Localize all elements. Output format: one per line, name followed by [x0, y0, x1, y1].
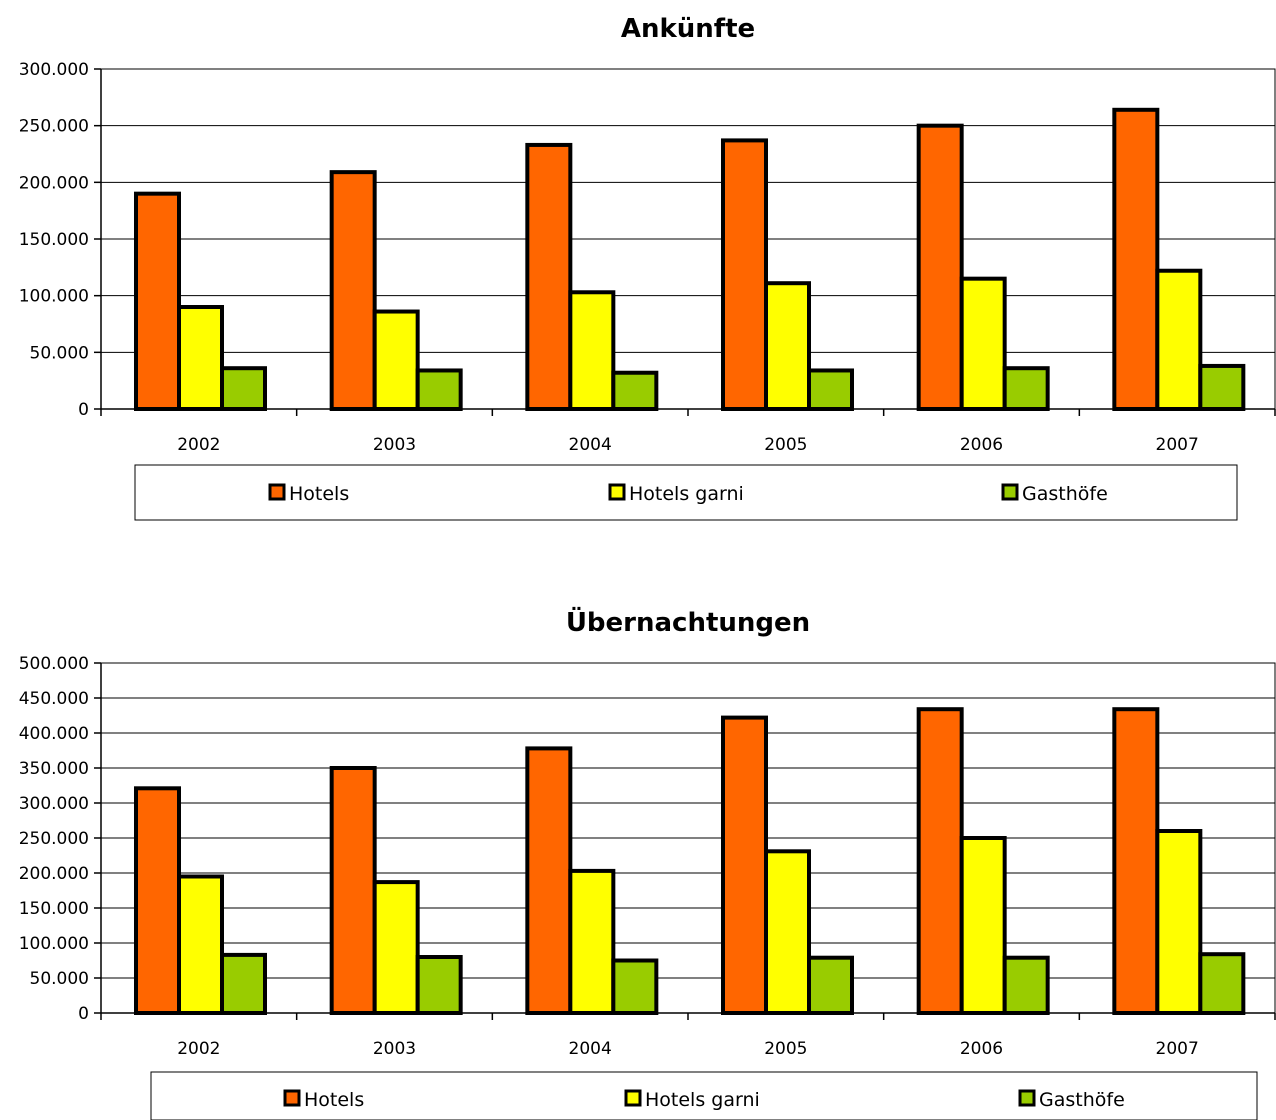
legend-swatch-hotels-garni [608, 483, 626, 501]
bar-gasthoefe-2007 [1198, 363, 1246, 411]
x-tick-label: 2003 [373, 1039, 416, 1059]
x-tick-label: 2004 [569, 1039, 612, 1059]
y-tick-label: 300.000 [19, 60, 89, 80]
chart-arrivals: Ankünfte 0 50.000 100.000 150.000 200.000 250.… [19, 14, 1276, 521]
legend: Hotels Hotels garni Gasthöfe [134, 464, 1238, 521]
x-tick-label: 2005 [764, 1039, 807, 1059]
x-tick-label: 2007 [1156, 435, 1199, 455]
y-tick-label: 100.000 [19, 287, 89, 307]
chart-title: Übernachtungen [566, 605, 810, 638]
y-tick-label: 200.000 [19, 173, 89, 193]
legend-swatch-hotels-garni [624, 1089, 642, 1107]
y-tick-label: 0 [78, 1004, 89, 1024]
bar-gasthoefe-2005 [807, 955, 854, 1016]
legend-label-hotels-garni: Hotels garni [645, 1089, 760, 1111]
legend-swatch-hotels [283, 1089, 301, 1107]
bar-gasthoefe-2002 [220, 366, 267, 412]
legend-swatch-gasthoefe [1001, 483, 1019, 501]
bar-hotels-garni-2003 [372, 880, 420, 1015]
bar-hotels-2002 [134, 191, 181, 411]
bar-hotels-garni-2006 [959, 836, 1007, 1015]
bar-hotels-garni-2004 [568, 868, 616, 1016]
bar-gasthoefe-2006 [1002, 366, 1050, 412]
bar-gasthoefe-2006 [1002, 955, 1050, 1016]
y-tick-label: 150.000 [19, 230, 89, 250]
bar-hotels-2005 [721, 715, 768, 1015]
bar-hotels-garni-2006 [959, 276, 1007, 411]
x-tick-label: 2004 [569, 435, 612, 455]
bar-gasthoefe-2004 [611, 958, 659, 1015]
y-tick-label: 50.000 [30, 969, 89, 989]
legend-box [150, 1071, 1258, 1120]
bar-gasthoefe-2005 [807, 368, 854, 412]
x-tick-label: 2006 [960, 435, 1003, 455]
bar-hotels-garni-2007 [1155, 829, 1203, 1015]
bar-hotels-garni-2002 [177, 305, 224, 411]
legend-label-hotels-garni: Hotels garni [629, 483, 744, 505]
legend-swatch-gasthoefe [1018, 1089, 1036, 1107]
legend-label-hotels: Hotels [304, 1089, 364, 1111]
legend-label-gasthoefe: Gasthöfe [1022, 483, 1108, 505]
bar-gasthoefe-2007 [1198, 952, 1246, 1016]
bar-hotels-2006 [916, 123, 964, 412]
y-tick-label: 500.000 [19, 654, 89, 674]
y-tick-label: 150.000 [19, 899, 89, 919]
y-tick-label: 300.000 [19, 794, 89, 814]
bar-hotels-2002 [134, 786, 181, 1015]
bar-hotels-garni-2002 [177, 874, 224, 1015]
bar-gasthoefe-2003 [415, 955, 463, 1015]
y-tick-label: 400.000 [19, 724, 89, 744]
bar-hotels-garni-2005 [764, 281, 811, 412]
bar-hotels-garni-2004 [568, 290, 616, 411]
legend-label-hotels: Hotels [289, 483, 349, 505]
y-tick-label: 50.000 [30, 343, 89, 363]
bar-hotels-2007 [1112, 707, 1160, 1015]
bar-hotels-2003 [329, 170, 377, 411]
bar-hotels-garni-2003 [372, 309, 420, 411]
bar-hotels-2004 [525, 142, 573, 412]
bar-hotels-2005 [721, 138, 768, 411]
chart-title: Ankünfte [621, 14, 755, 44]
x-tick-label: 2005 [764, 435, 807, 455]
x-tick-label: 2002 [177, 435, 220, 455]
y-tick-label: 250.000 [19, 829, 89, 849]
bar-gasthoefe-2004 [611, 370, 659, 412]
y-tick-label: 350.000 [19, 759, 89, 779]
y-tick-label: 0 [78, 400, 89, 420]
bar-hotels-2007 [1112, 107, 1160, 412]
x-tick-label: 2006 [960, 1039, 1003, 1059]
y-tick-label: 100.000 [19, 934, 89, 954]
chart-overnight-stays: Übernachtungen 0 50.000 100.000 150.000 200.0… [19, 605, 1276, 1120]
bar-hotels-garni-2007 [1155, 268, 1203, 411]
legend-label-gasthoefe: Gasthöfe [1039, 1089, 1125, 1111]
legend-swatch-hotels [268, 483, 286, 501]
x-tick-label: 2007 [1156, 1039, 1199, 1059]
bar-hotels-garni-2005 [764, 849, 811, 1015]
x-tick-label: 2002 [177, 1039, 220, 1059]
bar-gasthoefe-2002 [220, 952, 267, 1016]
legend: Hotels Hotels garni Gasthöfe [150, 1071, 1258, 1120]
bar-hotels-2006 [916, 707, 964, 1015]
x-tick-label: 2003 [373, 435, 416, 455]
y-tick-label: 200.000 [19, 864, 89, 884]
bar-gasthoefe-2003 [415, 368, 463, 412]
legend-box [134, 464, 1238, 521]
y-tick-label: 250.000 [19, 117, 89, 137]
y-tick-label: 450.000 [19, 689, 89, 709]
bar-hotels-2003 [329, 766, 377, 1015]
bar-hotels-2004 [525, 746, 573, 1016]
